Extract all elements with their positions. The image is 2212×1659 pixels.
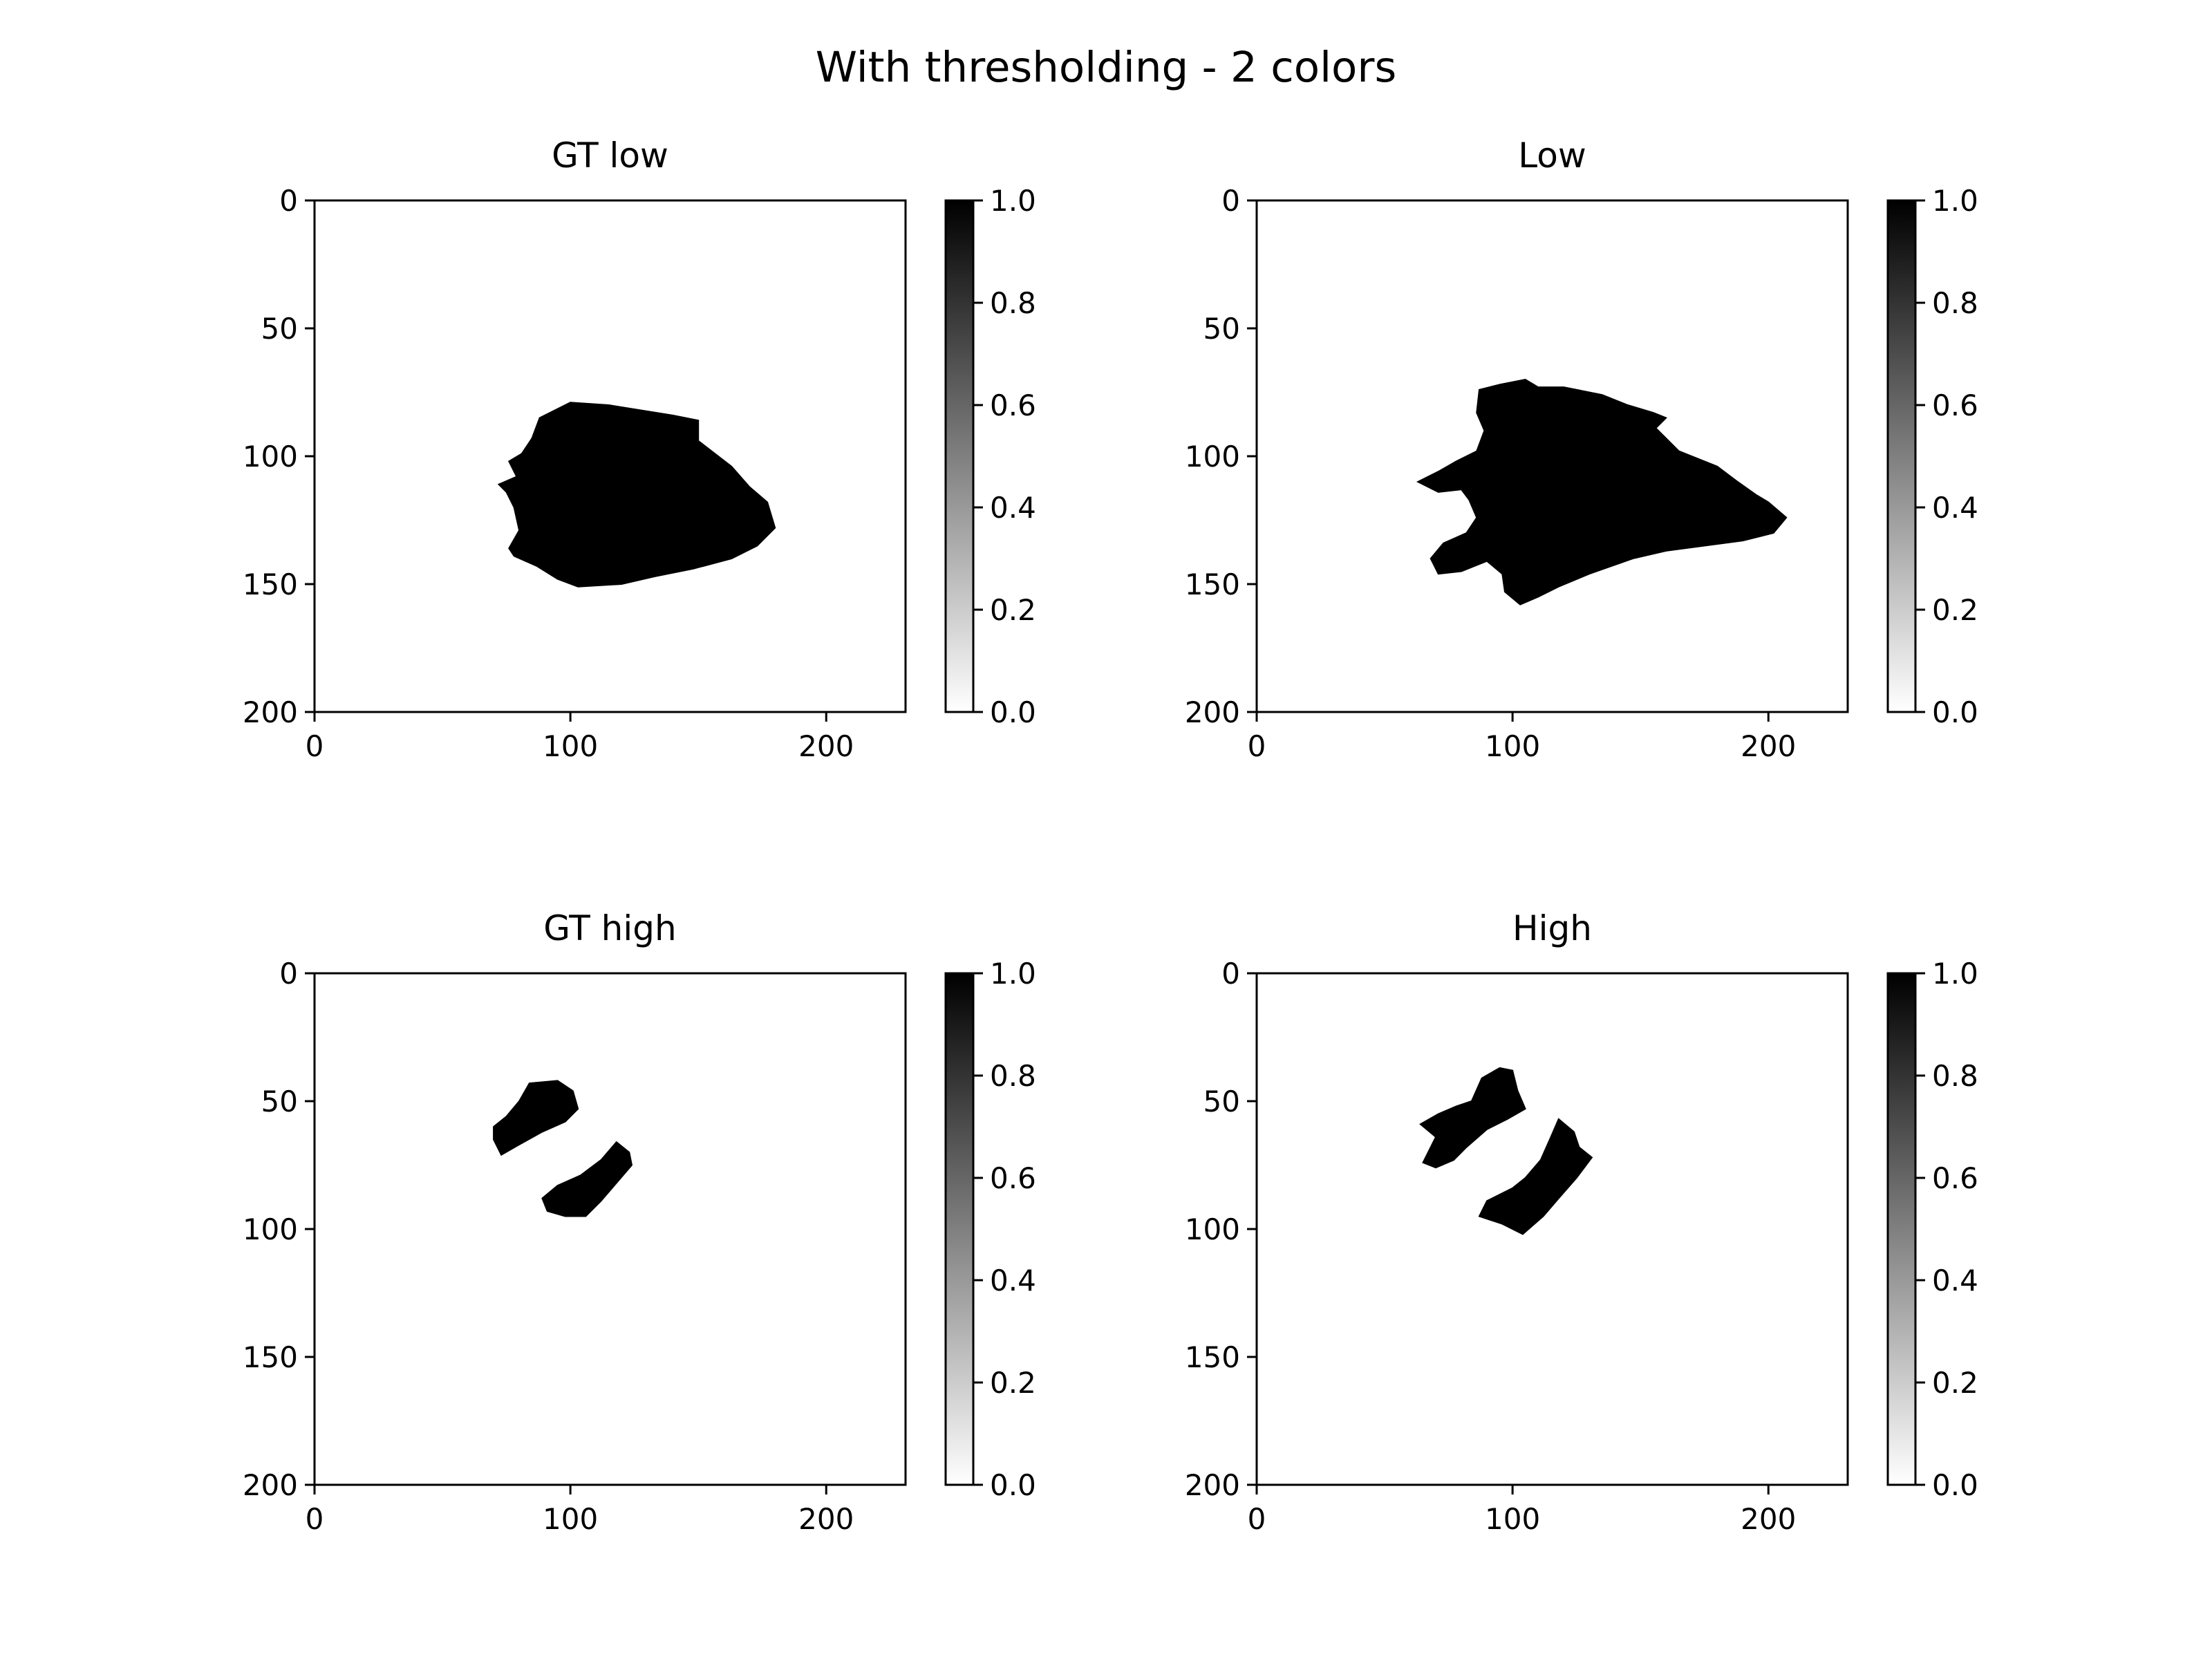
colorbar-tick-label: 0.0 bbox=[990, 695, 1036, 729]
y-tick-label: 100 bbox=[1185, 440, 1240, 474]
colorbar-tick-label: 1.0 bbox=[990, 957, 1036, 991]
colorbar bbox=[944, 972, 975, 1486]
y-tick-label: 0 bbox=[1221, 184, 1240, 218]
colorbar-tick-label: 0.0 bbox=[990, 1468, 1036, 1502]
panel-title: Low bbox=[1518, 135, 1586, 176]
colorbar-tick-label: 0.2 bbox=[990, 593, 1036, 627]
plot-area bbox=[315, 973, 906, 1485]
x-tick-label: 200 bbox=[798, 729, 854, 763]
y-tick-label: 0 bbox=[279, 957, 298, 991]
region-blob bbox=[1419, 1067, 1526, 1169]
colorbar-tick-label: 0.2 bbox=[990, 1366, 1036, 1400]
y-tick-label: 150 bbox=[243, 568, 298, 601]
region-blob bbox=[1416, 378, 1788, 606]
y-tick-label: 200 bbox=[243, 695, 298, 729]
y-tick-label: 0 bbox=[1221, 957, 1240, 991]
y-tick-label: 100 bbox=[243, 440, 298, 474]
plot-area bbox=[1257, 973, 1848, 1485]
colorbar-tick-label: 0.8 bbox=[990, 286, 1036, 320]
colorbar-tick-label: 1.0 bbox=[1932, 184, 1978, 218]
region-blob bbox=[1478, 1118, 1593, 1235]
x-tick-label: 0 bbox=[306, 1502, 324, 1536]
colorbar-tick-label: 0.0 bbox=[1932, 1468, 1978, 1502]
panel-title: GT high bbox=[543, 908, 676, 948]
figure-title: With thresholding - 2 colors bbox=[816, 43, 1396, 92]
x-tick-label: 100 bbox=[1485, 1502, 1540, 1536]
colorbar-tick-label: 0.2 bbox=[1932, 593, 1978, 627]
panel-title: High bbox=[1512, 908, 1592, 948]
colorbar-tick-label: 0.0 bbox=[1932, 695, 1978, 729]
x-tick-label: 100 bbox=[543, 1502, 598, 1536]
x-tick-label: 100 bbox=[1485, 729, 1540, 763]
colorbar-tick-label: 0.2 bbox=[1932, 1366, 1978, 1400]
x-tick-label: 200 bbox=[1741, 1502, 1796, 1536]
y-tick-label: 200 bbox=[243, 1468, 298, 1502]
region-blob bbox=[541, 1141, 633, 1217]
colorbar-tick-label: 0.8 bbox=[990, 1059, 1036, 1093]
colorbar-tick-label: 0.4 bbox=[1932, 491, 1978, 525]
colorbar-tick-label: 0.4 bbox=[1932, 1264, 1978, 1297]
colorbar-tick-label: 0.8 bbox=[1932, 1059, 1978, 1093]
colorbar-tick-label: 0.6 bbox=[990, 388, 1036, 422]
x-tick-label: 0 bbox=[1248, 729, 1266, 763]
y-tick-label: 50 bbox=[261, 312, 298, 346]
y-tick-label: 50 bbox=[1203, 312, 1240, 346]
x-tick-label: 200 bbox=[798, 1502, 854, 1536]
colorbar-tick-label: 0.8 bbox=[1932, 286, 1978, 320]
region-blob bbox=[497, 402, 776, 588]
x-tick-label: 100 bbox=[543, 729, 598, 763]
colorbar bbox=[1886, 199, 1917, 713]
x-tick-label: 200 bbox=[1741, 729, 1796, 763]
y-tick-label: 200 bbox=[1185, 695, 1240, 729]
y-tick-label: 150 bbox=[1185, 1340, 1240, 1374]
y-tick-label: 200 bbox=[1185, 1468, 1240, 1502]
colorbar-tick-label: 1.0 bbox=[1932, 957, 1978, 991]
region-blob bbox=[493, 1080, 579, 1156]
colorbar-tick-label: 0.4 bbox=[990, 1264, 1036, 1297]
colorbar bbox=[944, 199, 975, 713]
panel-title: GT low bbox=[552, 135, 668, 176]
y-tick-label: 150 bbox=[1185, 568, 1240, 601]
y-tick-label: 0 bbox=[279, 184, 298, 218]
y-tick-label: 50 bbox=[261, 1085, 298, 1118]
colorbar-tick-label: 1.0 bbox=[990, 184, 1036, 218]
y-tick-label: 100 bbox=[1185, 1212, 1240, 1246]
y-tick-label: 100 bbox=[243, 1212, 298, 1246]
y-tick-label: 150 bbox=[243, 1340, 298, 1374]
colorbar-tick-label: 0.6 bbox=[1932, 1161, 1978, 1195]
x-tick-label: 0 bbox=[306, 729, 324, 763]
colorbar-tick-label: 0.6 bbox=[990, 1161, 1036, 1195]
colorbar-tick-label: 0.4 bbox=[990, 491, 1036, 525]
x-tick-label: 0 bbox=[1248, 1502, 1266, 1536]
y-tick-label: 50 bbox=[1203, 1085, 1240, 1118]
colorbar-tick-label: 0.6 bbox=[1932, 388, 1978, 422]
colorbar bbox=[1886, 972, 1917, 1486]
